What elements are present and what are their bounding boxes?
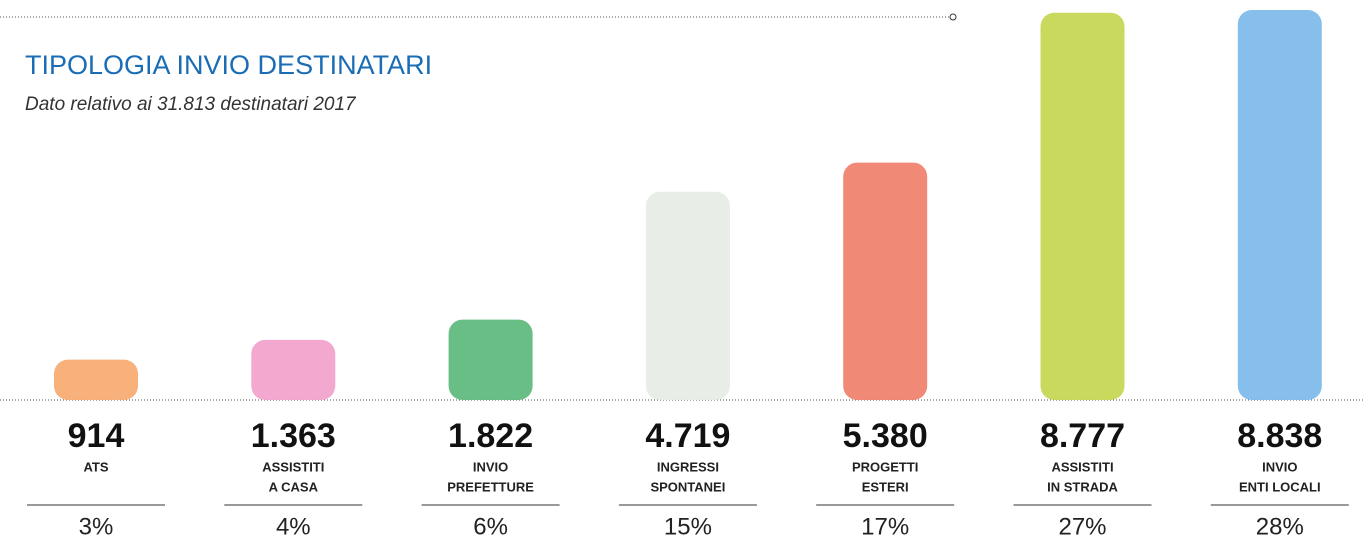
bar xyxy=(843,163,927,400)
category-label: IN STRADA xyxy=(1047,479,1118,494)
bar xyxy=(54,360,138,400)
chart-title: TIPOLOGIA INVIO DESTINATARI xyxy=(25,50,432,80)
percent-label: 4% xyxy=(276,513,311,540)
category-label: PROGETTI xyxy=(852,459,918,474)
percent-label: 6% xyxy=(473,513,508,540)
rule-end xyxy=(950,14,956,20)
bar xyxy=(1238,10,1322,400)
percent-label: 17% xyxy=(861,513,909,540)
category-label: ENTI LOCALI xyxy=(1239,479,1321,494)
value-label: 4.719 xyxy=(645,417,730,455)
chart: TIPOLOGIA INVIO DESTINATARI Dato relativ… xyxy=(0,0,1364,540)
category-label: INGRESSI xyxy=(657,459,719,474)
category-label: A CASA xyxy=(269,479,319,494)
category-label: ASSISTITI xyxy=(1051,459,1113,474)
category-label: SPONTANEI xyxy=(650,479,725,494)
percent-label: 28% xyxy=(1256,513,1304,540)
value-label: 1.822 xyxy=(448,417,533,455)
bar xyxy=(449,320,533,400)
percent-label: 3% xyxy=(79,513,114,540)
value-label: 5.380 xyxy=(843,417,928,455)
category-label: INVIO xyxy=(1262,459,1297,474)
value-label: 914 xyxy=(68,417,125,455)
category-label: INVIO xyxy=(473,459,508,474)
bar xyxy=(251,340,335,400)
value-label: 8.777 xyxy=(1040,417,1125,455)
percent-label: 15% xyxy=(664,513,712,540)
category-label: ATS xyxy=(83,459,108,474)
chart-subtitle: Dato relativo ai 31.813 destinatari 2017 xyxy=(25,94,357,115)
bar xyxy=(646,192,730,400)
category-label: ASSISTITI xyxy=(262,459,324,474)
value-label: 1.363 xyxy=(251,417,336,455)
percent-label: 27% xyxy=(1058,513,1106,540)
category-label: ESTERI xyxy=(862,479,909,494)
bar xyxy=(1041,13,1125,400)
category-label: PREFETTURE xyxy=(447,479,534,494)
value-label: 8.838 xyxy=(1237,417,1322,455)
